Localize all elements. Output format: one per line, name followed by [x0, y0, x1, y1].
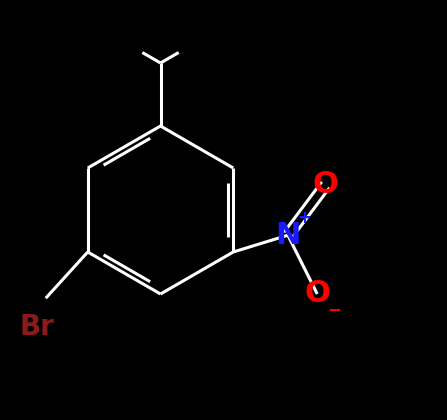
- Text: Br: Br: [20, 313, 55, 341]
- Text: O: O: [313, 170, 338, 200]
- Text: N: N: [275, 220, 300, 250]
- Text: −: −: [327, 300, 341, 318]
- Text: +: +: [297, 210, 311, 227]
- Text: O: O: [304, 279, 330, 309]
